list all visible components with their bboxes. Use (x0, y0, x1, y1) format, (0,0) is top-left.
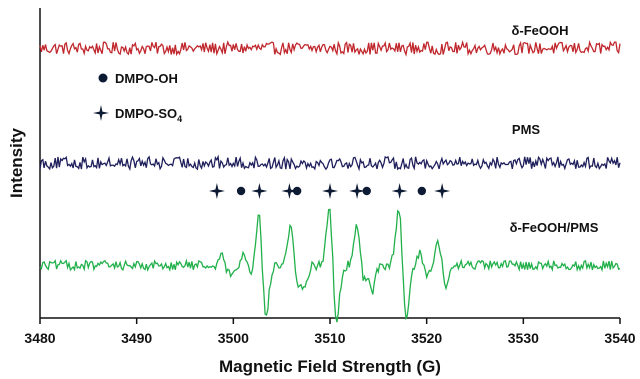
x-tick-label: 3530 (508, 330, 539, 346)
legend-circle-marker (98, 73, 108, 83)
legend-star-marker (93, 105, 109, 121)
dmpo-so4-marker (208, 183, 225, 199)
trace-group (39, 39, 621, 323)
x-tick-group: 3480 3490 3500 3510 3520 3530 3540 (24, 318, 636, 346)
adduct-marker-row (208, 183, 451, 199)
dmpo-so4-marker (391, 183, 408, 199)
dmpo-oh-marker (417, 186, 427, 196)
dmpo-oh-marker (362, 186, 371, 196)
x-tick-label: 3490 (121, 330, 152, 346)
y-axis-title: Intensity (7, 128, 26, 198)
x-tick-label: 3540 (604, 330, 635, 346)
legend-label-dmpo-so4-sub: 4 (177, 114, 182, 124)
dmpo-so4-marker (322, 183, 338, 199)
dmpo-so4-marker (251, 183, 268, 199)
dmpo-so4-marker (349, 183, 366, 199)
legend-label-dmpo-oh: DMPO-OH (115, 71, 178, 86)
series-line-feooh-pms (39, 208, 621, 323)
x-axis-title: Magnetic Field Strength (G) (219, 357, 441, 376)
series-line-pms (39, 154, 621, 172)
x-tick-label: 3520 (411, 330, 442, 346)
series-label-feooh: δ-FeOOH (512, 23, 569, 38)
dmpo-so4-marker (281, 183, 298, 199)
legend: DMPO-OH DMPO-SO4 (93, 71, 182, 124)
series-label-pms: PMS (512, 122, 541, 137)
x-tick-label: 3480 (24, 330, 55, 346)
legend-label-dmpo-so4: DMPO-SO4 (115, 106, 182, 124)
x-tick-label: 3500 (218, 330, 249, 346)
series-label-feooh-pms: δ-FeOOH/PMS (510, 220, 599, 235)
dmpo-oh-marker (236, 186, 246, 196)
series-line-feooh (39, 39, 621, 57)
x-tick-label: 3510 (314, 330, 345, 346)
dmpo-oh-marker (292, 186, 302, 196)
legend-label-dmpo-so4-main: DMPO-SO (115, 106, 177, 121)
dmpo-so4-marker (434, 183, 451, 199)
